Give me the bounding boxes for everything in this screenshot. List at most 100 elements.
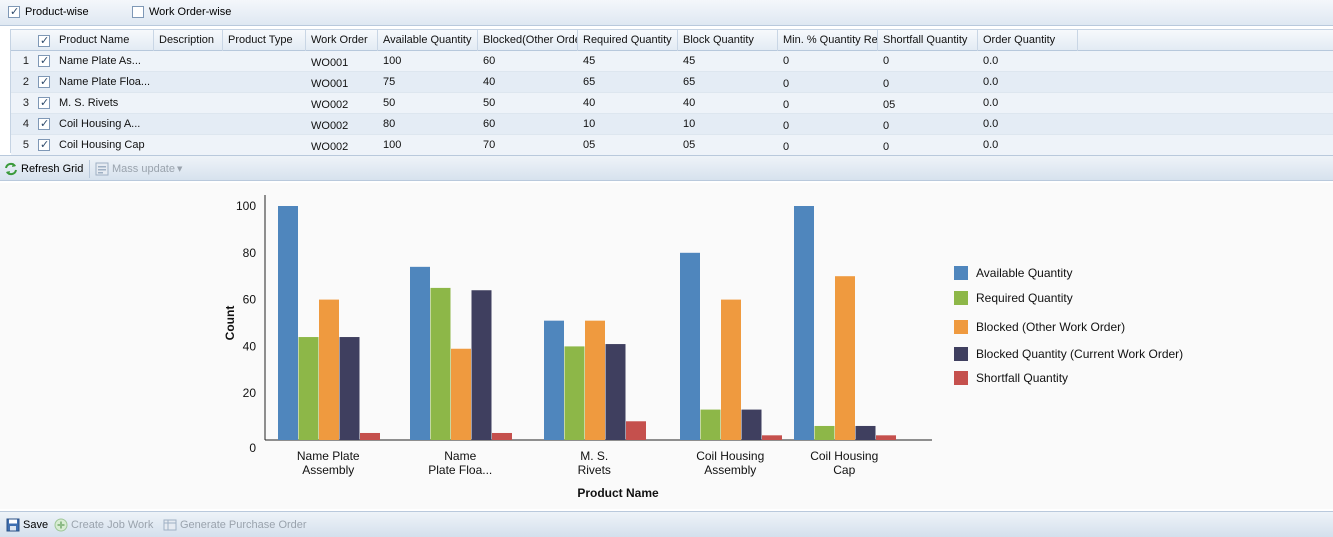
cell-shortfall-quantity[interactable]: 0 [883,141,890,153]
cell-product-type[interactable] [223,72,306,92]
bar-required-quantity [564,346,585,440]
generate-purchase-order-button[interactable]: Generate Purchase Order [163,518,307,532]
cell-shortfall-quantity[interactable]: 0 [883,55,890,67]
product-wise-checkbox[interactable] [8,5,20,18]
row-select-checkbox[interactable] [38,117,50,130]
cell-block-quantity[interactable]: 10 [683,118,696,130]
bar-blocked-other-work-order [451,348,471,440]
cell-available-quantity[interactable]: 100 [383,139,402,151]
cell-order-quantity[interactable]: 0.0 [983,139,999,151]
col-min-pct-quantity[interactable]: Min. % Quantity Re [778,30,878,51]
cell-block-quantity[interactable]: 05 [683,139,696,151]
col-product-name[interactable]: Product Name [54,30,154,51]
mass-update-icon [95,162,109,176]
cell-description[interactable] [154,114,223,134]
cell-blocked-other[interactable]: 70 [483,139,496,151]
table-row[interactable]: 5 Coil Housing Cap WO002 100 70 05 05 0 0 0.0 [11,135,1333,156]
cell-block-quantity[interactable]: 40 [683,97,696,109]
table-row[interactable]: 2 Name Plate Floa... WO001 75 40 65 65 0 0 0.0 [11,72,1333,93]
generate-purchase-order-label: Generate Purchase Order [180,519,307,531]
cell-blocked-other[interactable]: 40 [483,76,496,88]
col-shortfall-quantity[interactable]: Shortfall Quantity [878,30,978,51]
cell-description[interactable] [154,51,223,71]
col-work-order[interactable]: Work Order [306,30,378,51]
col-description[interactable]: Description [154,30,223,51]
cell-required-quantity[interactable]: 05 [583,139,596,151]
cell-work-order[interactable]: WO002 [311,99,349,111]
cell-product-type[interactable] [223,51,306,71]
cell-order-quantity[interactable]: 0.0 [983,55,999,67]
cell-order-quantity[interactable]: 0.0 [983,76,999,88]
cell-available-quantity[interactable]: 80 [383,118,396,130]
cell-order-quantity[interactable]: 0.0 [983,118,999,130]
cell-shortfall-quantity[interactable]: 05 [883,99,896,111]
cell-blocked-other[interactable]: 60 [483,55,496,67]
bar-blocked-quantity-current-work-order [339,337,360,440]
cell-work-order[interactable]: WO002 [311,120,349,132]
row-select-checkbox[interactable] [38,138,50,151]
create-job-work-button[interactable]: Create Job Work [54,518,153,532]
cell-product-name[interactable]: Name Plate Floa... [59,76,151,88]
cell-product-name[interactable]: M. S. Rivets [59,97,119,109]
cell-blocked-other[interactable]: 50 [483,97,496,109]
cell-required-quantity[interactable]: 40 [583,97,596,109]
bar-available-quantity [278,206,298,440]
row-select-checkbox[interactable] [38,96,50,109]
row-number: 5 [22,139,29,151]
view-mode-toolbar: Product-wise Work Order-wise [0,0,1333,26]
cell-required-quantity[interactable]: 45 [583,55,596,67]
mass-update-button[interactable]: Mass update ▼ [95,162,182,176]
col-blocked-other[interactable]: Blocked(Other Orde [478,30,578,51]
cell-block-quantity[interactable]: 65 [683,76,696,88]
row-select-checkbox[interactable] [38,54,50,67]
col-order-quantity[interactable]: Order Quantity [978,30,1078,51]
y-tick-label: 60 [243,293,257,307]
cell-work-order[interactable]: WO001 [311,57,349,69]
cell-product-name[interactable]: Coil Housing Cap [59,139,145,151]
cell-available-quantity[interactable]: 100 [383,55,402,67]
cell-shortfall-quantity[interactable]: 0 [883,120,890,132]
cell-work-order[interactable]: WO001 [311,78,349,90]
cell-blocked-other[interactable]: 60 [483,118,496,130]
cell-required-quantity[interactable]: 65 [583,76,596,88]
cell-product-type[interactable] [223,135,306,155]
refresh-grid-button[interactable]: Refresh Grid [4,162,83,176]
col-block-quantity[interactable]: Block Quantity [678,30,778,51]
cell-min-pct-quantity[interactable]: 0 [783,78,790,90]
cell-min-pct-quantity[interactable]: 0 [783,99,790,111]
table-row[interactable]: 3 M. S. Rivets WO002 50 50 40 40 0 05 0.0 [11,93,1333,114]
col-required-quantity[interactable]: Required Quantity [578,30,678,51]
cell-block-quantity[interactable]: 45 [683,55,696,67]
cell-available-quantity[interactable]: 50 [383,97,396,109]
work-order-wise-option[interactable]: Work Order-wise [132,6,231,18]
work-order-wise-checkbox[interactable] [132,6,144,18]
cell-description[interactable] [154,72,223,92]
col-available-quantity[interactable]: Available Quantity [378,30,478,51]
cell-product-name[interactable]: Name Plate As... [59,55,141,67]
cell-description[interactable] [154,93,223,113]
row-select-checkbox[interactable] [38,75,50,88]
bar-blocked-other-work-order [835,276,855,440]
cell-min-pct-quantity[interactable]: 0 [783,120,790,132]
cell-product-name[interactable]: Coil Housing A... [59,118,141,130]
cell-order-quantity[interactable]: 0.0 [983,97,999,109]
cell-description[interactable] [154,135,223,155]
cell-work-order[interactable]: WO002 [311,141,349,153]
table-row[interactable]: 4 Coil Housing A... WO002 80 60 10 10 0 0 0.0 [11,114,1333,135]
col-product-type[interactable]: Product Type [223,30,306,51]
cell-product-type[interactable] [223,114,306,134]
cell-shortfall-quantity[interactable]: 0 [883,78,890,90]
save-button[interactable]: Save [6,518,48,532]
row-number: 2 [22,76,29,88]
bottom-toolbar: Save Create Job Work Generate Purchase O… [0,511,1333,537]
y-tick-label: 20 [243,386,257,400]
cell-product-type[interactable] [223,93,306,113]
cell-min-pct-quantity[interactable]: 0 [783,141,790,153]
cell-available-quantity[interactable]: 75 [383,76,396,88]
cell-required-quantity[interactable]: 10 [583,118,596,130]
cell-min-pct-quantity[interactable]: 0 [783,55,790,67]
product-wise-option[interactable]: Product-wise [8,5,89,18]
select-all-checkbox[interactable] [38,34,50,47]
table-row[interactable]: 1 Name Plate As... WO001 100 60 45 45 0 0 0.0 [11,51,1333,72]
